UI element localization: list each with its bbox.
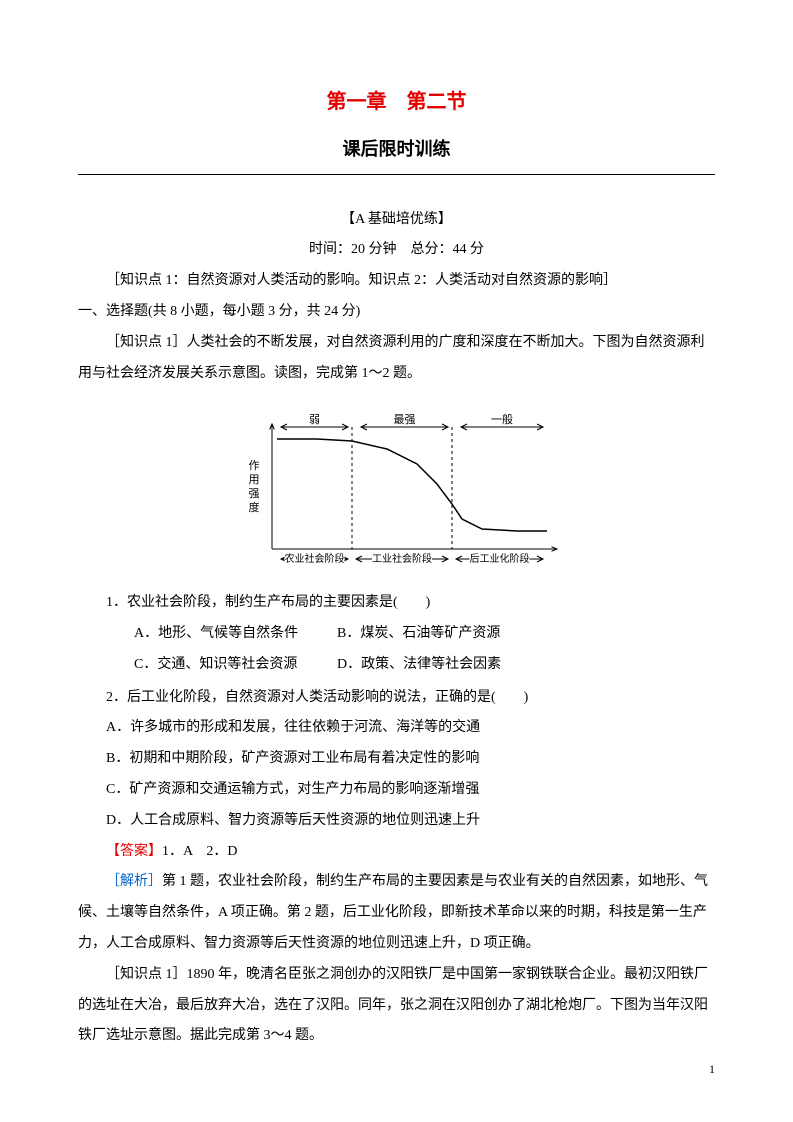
q1-row-cd: C．交通、知识等社会资源D．政策、法律等社会因素 [78,650,715,681]
q34-intro: ［知识点 1］1890 年，晚清名臣张之洞创办的汉阳铁厂是中国第一家钢铁联合企业… [78,960,715,1052]
page-number: 1 [709,1056,715,1082]
timing-info: 时间：20 分钟 总分：44 分 [78,235,715,266]
section-label: 【A 基础培优练】 [78,205,715,236]
answer-text: 1．A 2．D [162,844,237,859]
chart-container: 弱 最强 一般作用强度农业社会阶段 工业社会阶段 后工业化阶段 [78,399,715,582]
part1-intro: ［知识点 1］人类社会的不断发展，对自然资源利用的广度和深度在不断加大。下图为自… [78,328,715,390]
svg-text:作: 作 [248,459,259,472]
knowledge-points: ［知识点 1：自然资源对人类活动的影响。知识点 2：人类活动对自然资源的影响］ [78,266,715,297]
svg-text:一般: 一般 [491,413,513,426]
svg-text:度: 度 [248,500,259,514]
svg-text:工业社会阶段: 工业社会阶段 [372,552,432,565]
svg-text:强: 强 [248,488,259,500]
svg-text:弱: 弱 [309,413,320,426]
q2-option-c: C．矿产资源和交通运输方式，对生产力布局的影响逐渐增强 [78,775,715,806]
q1-option-c: C．交通、知识等社会资源 [106,650,337,681]
svg-text:后工业化阶段: 后工业化阶段 [469,552,529,565]
resource-chart: 弱 最强 一般作用强度农业社会阶段 工业社会阶段 后工业化阶段 [227,399,567,569]
q2-stem: 2．后工业化阶段，自然资源对人类活动影响的说法，正确的是( ) [78,683,715,714]
part1-heading: 一、选择题(共 8 小题，每小题 3 分，共 24 分) [78,297,715,328]
answer-line: 【答案】1．A 2．D [78,837,715,868]
chapter-title: 第一章 第二节 [78,80,715,124]
chapter-title-text: 第一章 第二节 [327,91,467,113]
q2-option-b: B．初期和中期阶段，矿产资源对工业布局有着决定性的影响 [78,744,715,775]
analysis-block: ［解析］第 1 题，农业社会阶段，制约生产布局的主要因素是与农业有关的自然因素，… [78,867,715,959]
analysis-label: ［解析］ [106,874,162,889]
q1-option-a: A．地形、气候等自然条件 [106,619,337,650]
q1-stem: 1．农业社会阶段，制约生产布局的主要因素是( ) [78,588,715,619]
q1-option-b: B．煤炭、石油等矿产资源 [337,626,500,641]
divider-rule [78,174,715,175]
q1-option-d: D．政策、法律等社会因素 [337,657,501,672]
doc-subtitle: 课后限时训练 [78,130,715,170]
q2-option-a: A．许多城市的形成和发展，往往依赖于河流、海洋等的交通 [78,713,715,744]
analysis-text: 第 1 题，农业社会阶段，制约生产布局的主要因素是与农业有关的自然因素，如地形、… [78,874,708,951]
q2-option-d: D．人工合成原料、智力资源等后天性资源的地位则迅速上升 [78,806,715,837]
svg-text:最强: 最强 [393,413,415,426]
svg-text:用: 用 [248,474,259,486]
q1-row-ab: A．地形、气候等自然条件B．煤炭、石油等矿产资源 [78,619,715,650]
answer-label: 【答案】 [106,844,162,859]
svg-text:农业社会阶段: 农业社会阶段 [284,552,344,565]
